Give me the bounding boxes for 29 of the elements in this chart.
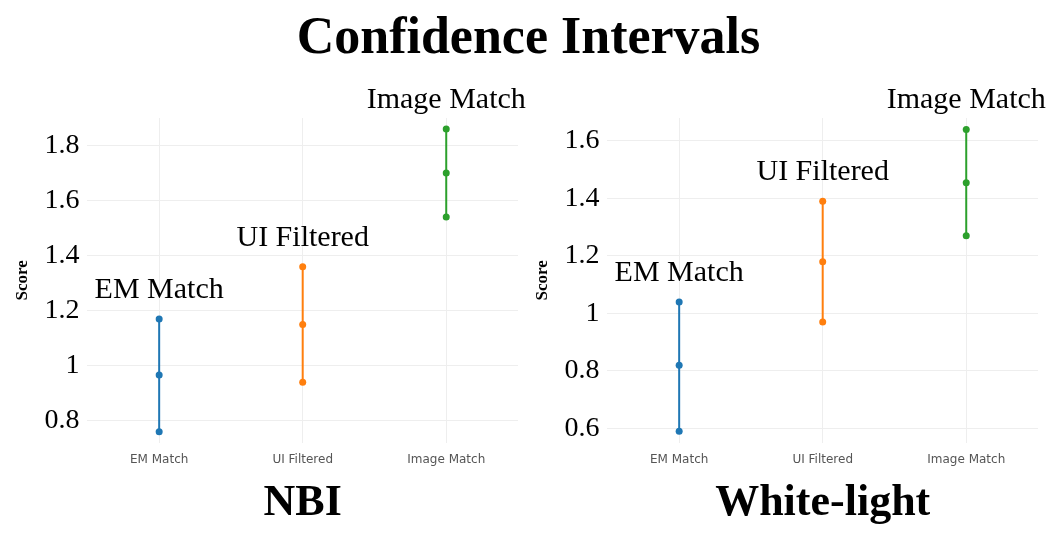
x-tick-label: Image Match: [927, 452, 1006, 467]
x-axis-title: NBI: [263, 475, 342, 525]
y-tick-label: 1: [65, 348, 80, 380]
y-tick-label: 1.4: [564, 180, 600, 212]
x-tick-label: EM Match: [649, 452, 709, 467]
y-tick-label: 0.8: [44, 403, 80, 435]
y-axis-title: Score: [11, 259, 31, 301]
x-tick-label: EM Match: [129, 452, 189, 467]
annotation: UI Filtered: [756, 153, 889, 187]
x-tick-label: UI Filtered: [792, 452, 853, 467]
chart-title: Confidence Intervals: [295, 7, 762, 66]
annotation: EM Match: [614, 253, 744, 287]
y-tick-label: 1.6: [44, 182, 80, 214]
annotation: Image Match: [366, 80, 526, 114]
y-tick-label: 0.6: [564, 410, 600, 442]
y-tick-label: 1.8: [44, 127, 80, 159]
y-tick-label: 1.6: [564, 123, 600, 155]
y-tick-label: 1.2: [44, 293, 80, 325]
y-tick-label: 0.8: [564, 353, 600, 385]
annotation: Image Match: [886, 81, 1046, 115]
annotation: UI Filtered: [236, 218, 369, 252]
annotation: EM Match: [94, 270, 224, 304]
x-axis-title: White-light: [715, 475, 931, 525]
y-tick-label: 1.4: [44, 237, 80, 269]
y-tick-label: 1: [585, 295, 600, 327]
y-tick-label: 1.2: [564, 238, 600, 270]
x-tick-label: UI Filtered: [272, 452, 333, 467]
y-axis-title: Score: [531, 259, 551, 301]
x-tick-label: Image Match: [407, 452, 486, 467]
